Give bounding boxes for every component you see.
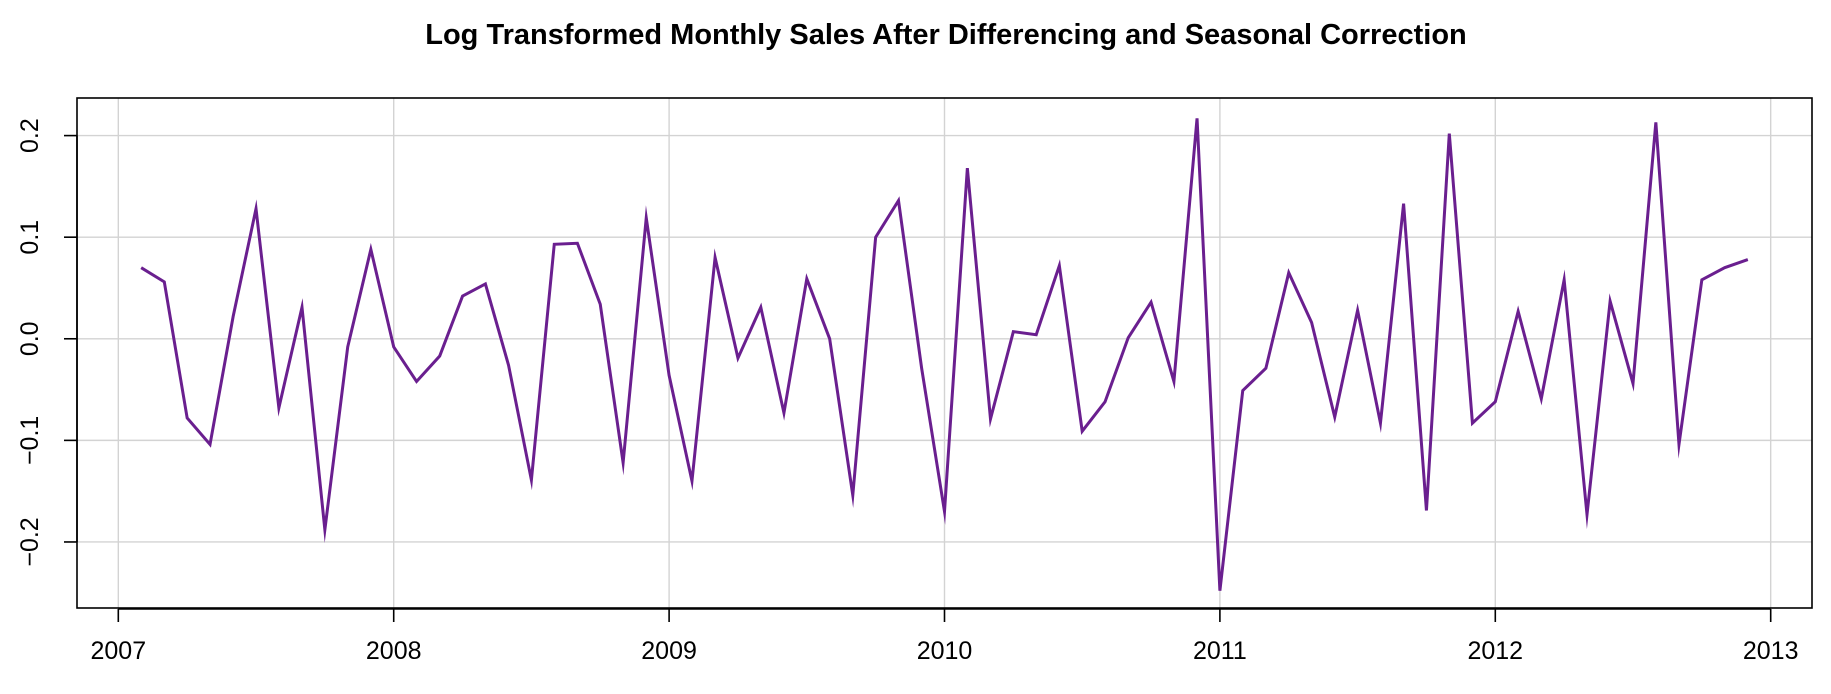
x-tick-label: 2010: [917, 637, 973, 665]
x-axis: 2007 2008 2009 2010 2011 2012 2013: [90, 608, 1799, 665]
y-tick-label: 0.0: [16, 321, 44, 356]
y-tick-label: 0.2: [16, 118, 44, 153]
y-tick-label: −0.2: [16, 517, 44, 566]
x-tick-label: 2011: [1193, 637, 1247, 665]
y-tick-label: −0.1: [16, 416, 44, 465]
x-tick-label: 2009: [641, 637, 697, 665]
x-tick-label: 2012: [1467, 637, 1523, 665]
x-tick-label: 2008: [366, 637, 422, 665]
y-axis: −0.2 −0.1 0.0 0.1 0.2: [16, 118, 78, 567]
series-layer: [140, 118, 1749, 591]
y-tick-label: 0.1: [16, 220, 44, 255]
x-tick-label: 2007: [90, 637, 146, 665]
chart-title: Log Transformed Monthly Sales After Diff…: [425, 19, 1467, 51]
grid-lines: [77, 98, 1812, 608]
x-tick-label: 2013: [1743, 637, 1799, 665]
